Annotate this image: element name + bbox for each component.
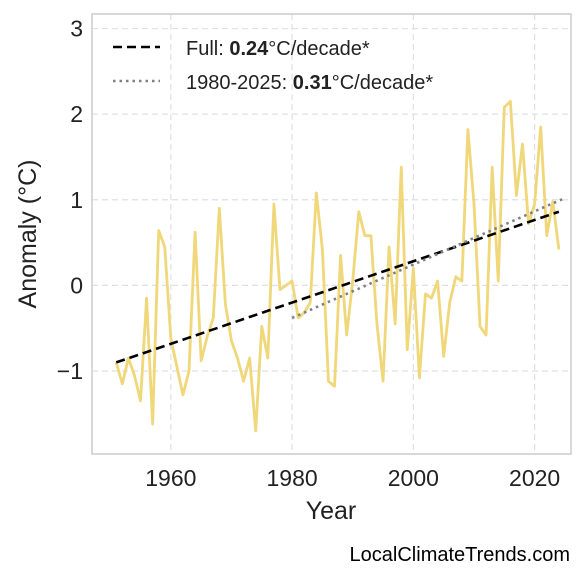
x-tick-label: 2000 <box>388 465 439 491</box>
full-trend-line <box>115 210 560 364</box>
y-tick-label: 3 <box>70 16 83 42</box>
y-axis-label: Anomaly (°C) <box>14 160 42 309</box>
legend-full-unit: °C/decade* <box>268 38 370 60</box>
grid <box>92 14 571 454</box>
y-tick-label: 0 <box>70 272 83 298</box>
legend-recent-name: 1980-2025: <box>186 72 287 94</box>
plot-frame <box>91 13 572 455</box>
recent-trend-line <box>291 196 566 320</box>
series-layer <box>114 99 566 433</box>
legend: Full: 0.24°C/decade* 1980-2025: 0.31°C/d… <box>113 38 433 94</box>
legend-recent-rate: 0.31 <box>293 72 332 94</box>
y-tick-label: −1 <box>57 358 83 384</box>
anomaly-series-line <box>114 99 561 433</box>
legend-entry-full: Full: 0.24°C/decade* <box>186 38 370 60</box>
y-tick-label: 2 <box>70 101 83 127</box>
legend-full-name: Full: <box>186 38 224 60</box>
x-tick-label: 1980 <box>267 465 318 491</box>
x-axis-label: Year <box>306 497 357 525</box>
credit-text: LocalClimateTrends.com <box>350 544 570 566</box>
legend-full-rate: 0.24 <box>229 38 269 60</box>
legend-entry-recent: 1980-2025: 0.31°C/decade* <box>186 72 433 94</box>
y-tick-label: 1 <box>70 187 83 213</box>
y-tick-labels: 3 2 1 0 −1 <box>57 16 83 384</box>
legend-recent-unit: °C/decade* <box>332 72 434 94</box>
x-tick-label: 2020 <box>509 465 560 491</box>
x-tick-label: 1960 <box>145 465 196 491</box>
x-tick-labels: 1960 1980 2000 2020 <box>145 465 560 491</box>
